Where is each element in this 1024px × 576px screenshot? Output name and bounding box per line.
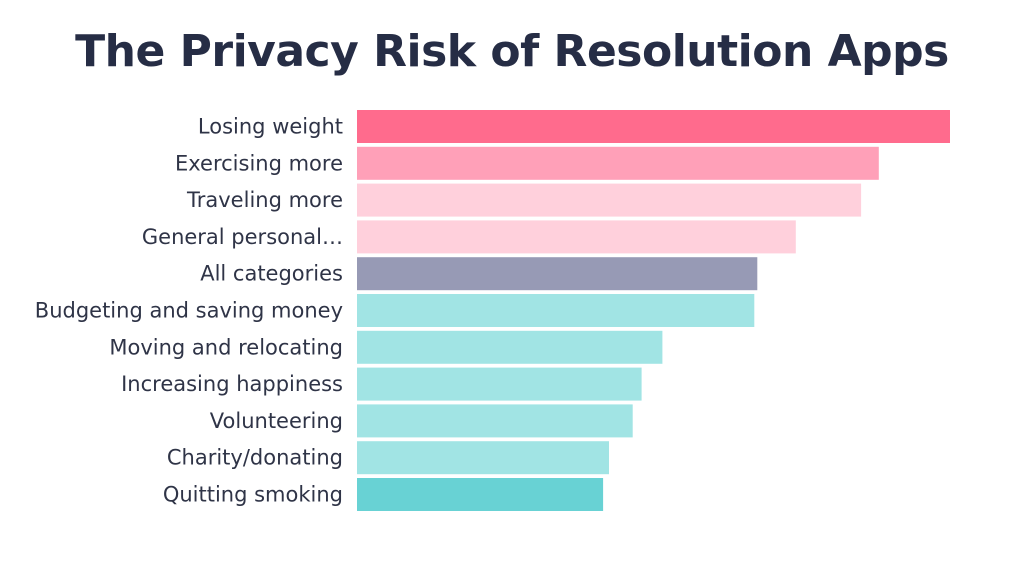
bar-5 <box>357 294 755 327</box>
category-label-0: Losing weight <box>198 115 343 139</box>
category-label-5: Budgeting and saving money <box>35 299 343 323</box>
bar-2 <box>357 183 862 217</box>
bar-8 <box>357 404 633 438</box>
bar-1 <box>357 146 879 180</box>
category-label-3: General personal… <box>142 225 343 249</box>
category-label-2: Traveling more <box>186 188 343 212</box>
bar-9 <box>357 441 609 475</box>
category-label-8: Volunteering <box>210 409 343 433</box>
bar-6 <box>357 330 663 364</box>
bar-3 <box>357 220 796 254</box>
category-label-7: Increasing happiness <box>121 372 343 396</box>
category-label-10: Quitting smoking <box>163 483 343 507</box>
category-label-6: Moving and relocating <box>109 335 343 359</box>
bar-0 <box>357 110 950 143</box>
bar-4 <box>357 257 758 291</box>
bar-10 <box>357 478 604 511</box>
chart-title: The Privacy Risk of Resolution Apps <box>75 26 949 77</box>
bar-7 <box>357 367 642 401</box>
category-labels: Losing weight Exercising more Traveling mo… <box>35 115 343 507</box>
category-label-1: Exercising more <box>175 151 343 175</box>
category-label-9: Charity/donating <box>167 446 343 470</box>
bars <box>357 110 950 511</box>
category-label-4: All categories <box>200 262 343 286</box>
